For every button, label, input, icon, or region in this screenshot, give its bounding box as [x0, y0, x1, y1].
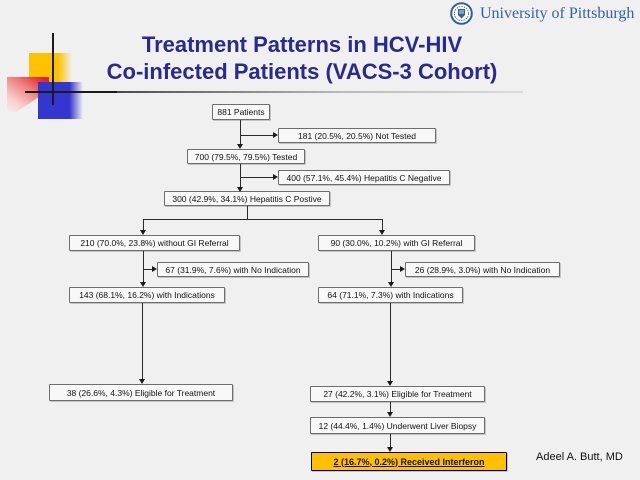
connector-line	[240, 135, 273, 136]
connector-line	[382, 219, 383, 231]
decor-blue-square	[38, 82, 83, 119]
arrow-down-icon	[387, 447, 393, 452]
title-line-2: Co-infected Patients (VACS-3 Cohort)	[106, 59, 498, 84]
author-credit: Adeel A. Butt, MD	[536, 451, 623, 463]
decor-vertical-line	[52, 33, 54, 105]
flow-node-indications-left: 143 (68.1%, 16.2%) with Indications	[69, 287, 225, 303]
arrow-down-icon	[388, 282, 394, 287]
flow-node-eligible-left: 38 (26.6%, 4.3%) Eligible for Treatment	[49, 384, 233, 401]
flow-node-patients: 881 Patients	[212, 104, 270, 120]
connector-line	[390, 303, 391, 381]
arrow-down-icon	[140, 282, 146, 287]
connector-line	[143, 251, 144, 282]
connector-line	[247, 206, 248, 219]
flow-node-hep-c-positive: 300 (42.9%, 34.1%) Hepatitis C Postive	[164, 191, 330, 206]
title-underline	[117, 91, 523, 93]
arrow-down-icon	[139, 379, 145, 384]
arrow-down-icon	[140, 230, 146, 235]
connector-line	[390, 402, 391, 412]
arrow-down-icon	[237, 144, 243, 149]
flow-node-tested: 700 (79.5%, 79.5%) Tested	[187, 149, 305, 164]
flow-node-eligible-right: 27 (42.2%, 3.1%) Eligible for Treatment	[310, 386, 485, 402]
connector-line	[143, 219, 383, 220]
university-logo: University of Pittsburgh	[450, 2, 634, 25]
arrow-right-icon	[400, 266, 405, 272]
flow-node-no-indication-left: 67 (31.9%, 7.6%) with No Indication	[157, 262, 309, 277]
arrow-down-icon	[387, 412, 393, 417]
arrow-right-icon	[273, 174, 278, 180]
decor-horizontal-line	[25, 91, 117, 93]
connector-line	[240, 120, 241, 145]
flow-node-liver-biopsy: 12 (44.4%, 1.4%) Underwent Liver Biopsy	[310, 417, 485, 434]
connector-line	[390, 434, 391, 447]
connector-line	[391, 251, 392, 282]
pitt-seal-icon	[450, 2, 473, 25]
flow-node-no-indication-right: 26 (28.9%, 3.0%) with No Indication	[405, 262, 560, 277]
flow-node-with-gi-referral: 90 (30.0%, 10.2%) with GI Referral	[318, 235, 475, 251]
arrow-right-icon	[273, 132, 278, 138]
connector-line	[142, 303, 143, 379]
flow-node-received-interferon: 2 (16.7%, 0.2%) Received Interferon	[311, 452, 507, 471]
connector-line	[391, 269, 400, 270]
arrow-down-icon	[387, 381, 393, 386]
arrow-right-icon	[152, 266, 157, 272]
connector-line	[240, 177, 273, 178]
flow-node-not-tested: 181 (20.5%, 20.5%) Not Tested	[278, 128, 436, 143]
flow-node-indications-right: 64 (71.1%, 7.3%) with Indications	[318, 287, 463, 303]
page-title: Treatment Patterns in HCV-HIV Co-infecte…	[57, 31, 547, 85]
arrow-down-icon	[379, 230, 385, 235]
connector-line	[143, 219, 144, 231]
arrow-down-icon	[237, 187, 243, 192]
flow-node-hep-c-negative: 400 (57.1%, 45.4%) Hepatitis C Negative	[278, 170, 450, 185]
flow-node-without-gi-referral: 210 (70.0%, 23.8%) without GI Referral	[69, 235, 240, 251]
connector-line	[240, 164, 241, 187]
university-logo-text: University of Pittsburgh	[480, 4, 635, 22]
connector-line	[143, 269, 152, 270]
title-line-1: Treatment Patterns in HCV-HIV	[141, 32, 463, 57]
